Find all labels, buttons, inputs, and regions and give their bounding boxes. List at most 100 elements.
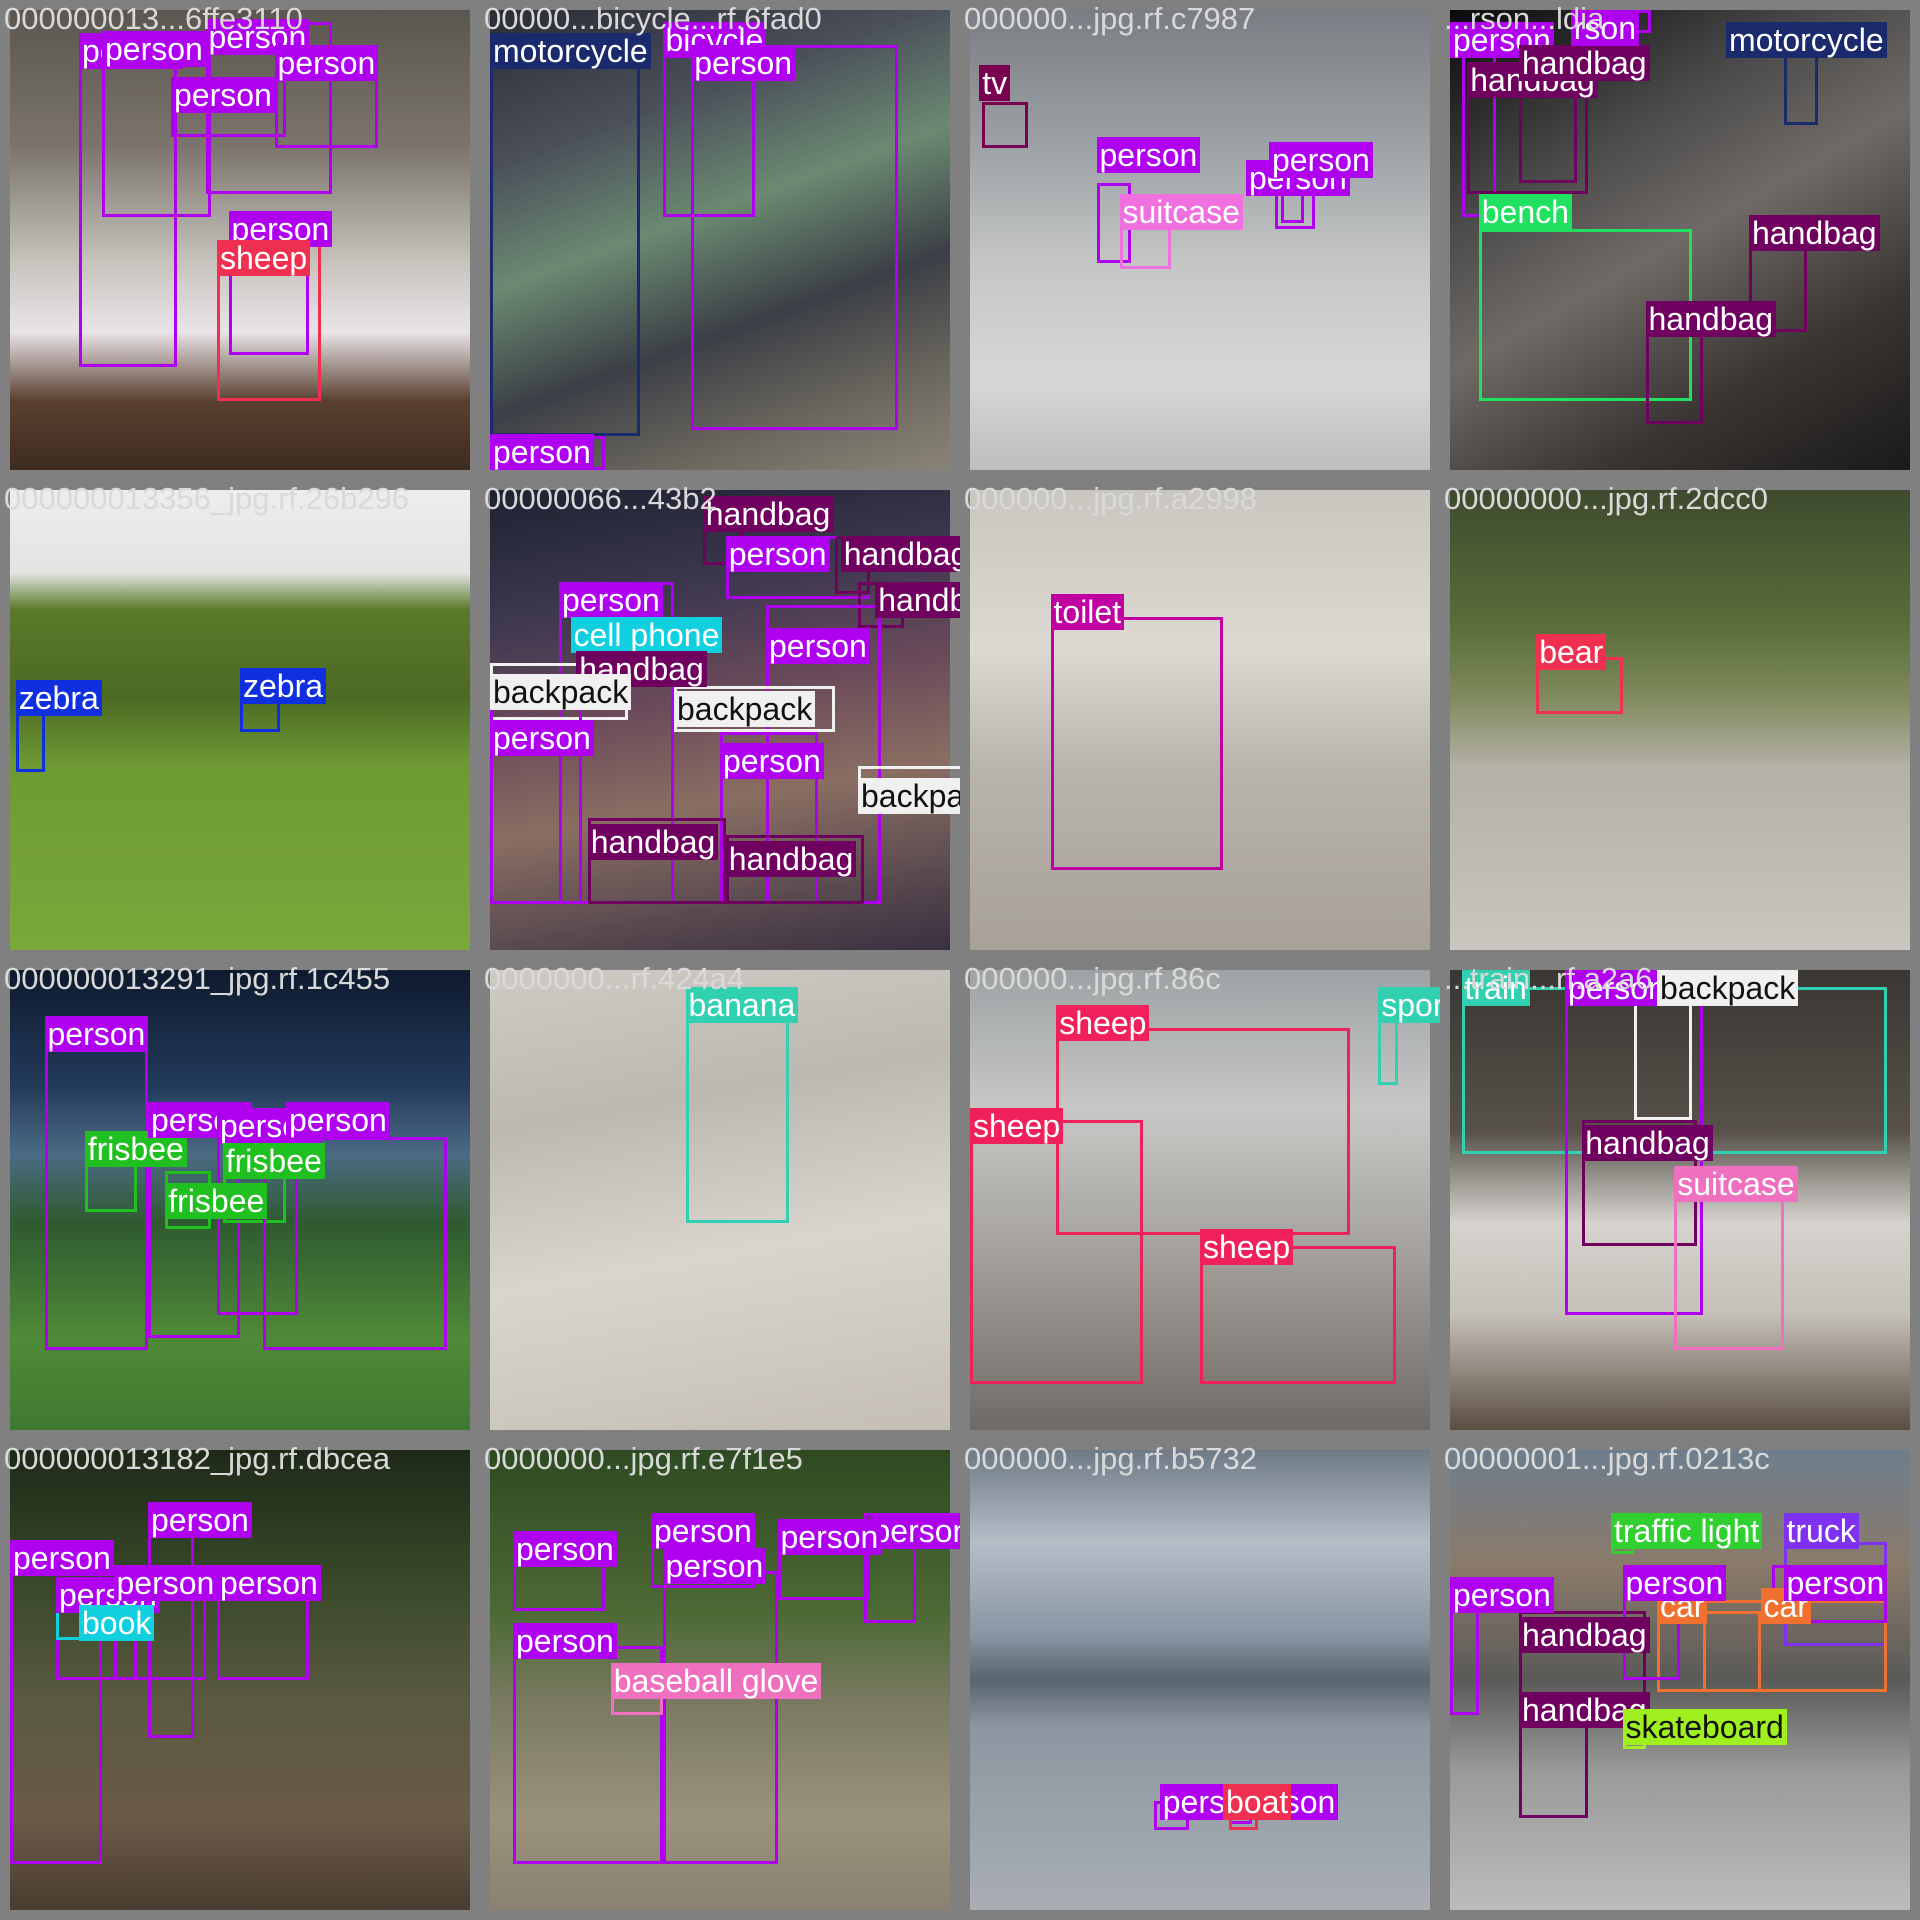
detection-label: handbag xyxy=(875,582,960,618)
photo xyxy=(1450,490,1910,950)
detection-label: frisbee xyxy=(222,1142,325,1179)
image-tile: 000000...jpg.rf.c7987 tv person suitcase per… xyxy=(960,0,1440,480)
detection-label: suitcase xyxy=(1674,1165,1798,1202)
tile-filename: 0000000...rf.424a4 xyxy=(484,961,745,996)
detection-label: person xyxy=(1269,142,1373,179)
detection-label: banana xyxy=(685,987,799,1024)
detection-label: backpack xyxy=(674,691,816,728)
bounding-box xyxy=(1645,332,1703,424)
detection-label: person xyxy=(777,1519,882,1555)
photo xyxy=(490,10,950,470)
detection-label: person xyxy=(286,1102,390,1139)
detection-label: person xyxy=(662,1547,767,1584)
bounding-box xyxy=(15,708,45,772)
detection-label: handbag xyxy=(702,495,834,532)
tile-filename: 000000...jpg.rf.c7987 xyxy=(964,1,1256,36)
detection-label: train xyxy=(1461,970,1530,1006)
detection-label: sheep xyxy=(1056,1004,1150,1041)
detection-label: motorcycle xyxy=(1726,21,1887,58)
detection-label: boat xyxy=(1223,1783,1292,1820)
tile-filename: 000000013182_jpg.rf.dbcea xyxy=(4,1441,391,1476)
detection-label: handbag xyxy=(725,840,857,877)
tile-filename: 0000000...jpg.rf.e7f1e5 xyxy=(484,1441,803,1476)
image-tile: 000000013...6ffe3110 person person person pe… xyxy=(0,0,480,480)
detection-label: backpack xyxy=(858,777,960,814)
detection-label: sheep xyxy=(1200,1228,1294,1265)
detection-label: zebra xyxy=(240,668,327,705)
detection-label: person xyxy=(148,1501,252,1538)
bounding-box xyxy=(685,1010,789,1223)
tile-filename: 000000...jpg.rf.86c xyxy=(964,961,1221,996)
detection-label: person xyxy=(1450,1576,1554,1613)
detection-label: handbag xyxy=(587,823,719,860)
detection-label: person xyxy=(44,1016,149,1052)
detection-label: person xyxy=(720,743,824,779)
detection-label: zebra xyxy=(15,679,102,716)
image-tile: 000000...jpg.rf.b5732personpersonboat xyxy=(960,1440,1440,1920)
detection-label: handbag xyxy=(1519,44,1650,81)
detection-label: person xyxy=(171,76,275,113)
detection-label: handbag xyxy=(840,536,960,572)
detection-label: person xyxy=(1565,970,1669,1006)
image-tile: 000000013291_jpg.rf.1c455 person frisbee pe… xyxy=(0,960,480,1440)
tile-filename: 000000...jpg.rf.b5732 xyxy=(964,1441,1258,1476)
image-tile: 00000000...jpg.rf.2dcc0 bear xyxy=(1440,480,1920,960)
detection-label: car xyxy=(1760,1588,1811,1624)
detection-label: person xyxy=(113,1565,218,1601)
photo xyxy=(970,490,1430,950)
tile-filename: 00000...bicycle...rf.6fad0 xyxy=(484,1,822,36)
detection-label: person xyxy=(490,720,594,756)
detection-label: person xyxy=(691,44,796,81)
detection-label: person xyxy=(725,536,830,572)
tile-filename: 000000013356_jpg.rf.26b296 xyxy=(4,481,410,516)
detection-label: backpack xyxy=(490,674,632,710)
detection-label: person xyxy=(274,44,379,81)
image-tile: 0000000...rf.424a4 banana xyxy=(480,960,960,1440)
bounding-box xyxy=(970,1119,1143,1384)
detection-label: sheep xyxy=(217,240,311,276)
image-tile: ...rson...ldiapersonhandbaghandbagmotorc… xyxy=(1440,0,1920,480)
image-tile: 00000001...jpg.rf.0213c traffic light truc… xyxy=(1440,1440,1920,1920)
detection-label: handbag xyxy=(1749,214,1880,251)
tile-filename: ...train...rf.a2a6 xyxy=(1444,961,1653,996)
tile-filename: 00000000...jpg.rf.2dcc0 xyxy=(1444,481,1769,516)
detection-label: person xyxy=(766,628,870,664)
detection-label: frisbee xyxy=(165,1182,268,1219)
image-tile: 0000000...jpg.rf.e7f1e5 person baseball gl… xyxy=(480,1440,960,1920)
photo xyxy=(970,10,1430,470)
detection-label: cell phone xyxy=(570,616,723,653)
bounding-box xyxy=(490,33,640,436)
detection-label: bench xyxy=(1478,194,1572,230)
detection-label: person xyxy=(559,582,663,618)
detection-label: rson xyxy=(1570,10,1639,46)
detection-label: person xyxy=(102,30,206,67)
detection-label: handbag xyxy=(576,651,707,687)
bounding-box xyxy=(587,817,726,904)
detection-label: bear xyxy=(1536,633,1607,670)
bounding-box xyxy=(1050,616,1223,870)
detection-label: baseball glove xyxy=(610,1662,822,1699)
tile-filename: 000000013291_jpg.rf.1c455 xyxy=(4,961,391,996)
image-tile: ...train...rf.a2a6 train person backpack han… xyxy=(1440,960,1920,1440)
detection-label: person xyxy=(1622,1565,1727,1601)
bounding-box xyxy=(662,1570,778,1864)
image-tile: 000000...jpg.rf.a2998 toilet xyxy=(960,480,1440,960)
detection-label: person xyxy=(217,1565,321,1601)
detection-label: handbag xyxy=(1519,1616,1650,1653)
bounding-box xyxy=(1200,1246,1396,1384)
detection-label: skateboard xyxy=(1622,1708,1787,1745)
bounding-box xyxy=(981,102,1028,148)
detection-label: person xyxy=(205,19,310,56)
detection-label: person xyxy=(1096,136,1201,173)
tile-filename: 00000001...jpg.rf.0213c xyxy=(1444,1441,1770,1476)
bounding-box xyxy=(691,44,899,430)
tile-filename: 000000013...6ffe3110 xyxy=(4,1,303,36)
tile-filename: ...rson...ldia xyxy=(1444,1,1605,36)
detection-label: person xyxy=(513,1622,617,1659)
detection-label: person xyxy=(651,1513,755,1550)
image-tile: 000000...jpg.rf.86c sheep sheep sheep sports… xyxy=(960,960,1440,1440)
detection-label: sheep xyxy=(970,1108,1064,1144)
detection-label: person xyxy=(513,1530,617,1567)
detection-label: truck xyxy=(1783,1513,1859,1550)
detection-label: person xyxy=(869,1513,960,1550)
